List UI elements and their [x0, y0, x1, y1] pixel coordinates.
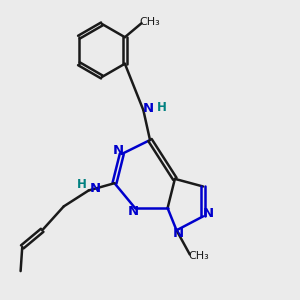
- Text: N: N: [143, 102, 154, 115]
- Text: N: N: [128, 205, 139, 218]
- Text: N: N: [90, 182, 101, 195]
- Text: H: H: [76, 178, 86, 191]
- Text: N: N: [202, 207, 214, 220]
- Text: N: N: [112, 144, 123, 157]
- Text: CH₃: CH₃: [189, 250, 209, 260]
- Text: N: N: [172, 227, 184, 240]
- Text: H: H: [157, 101, 166, 114]
- Text: CH₃: CH₃: [140, 17, 160, 27]
